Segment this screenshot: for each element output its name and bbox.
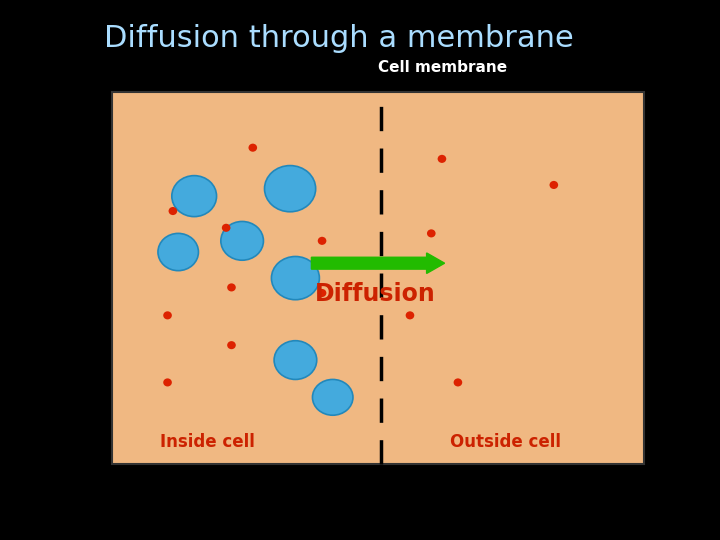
Ellipse shape [264,166,315,212]
Ellipse shape [163,311,172,320]
Text: Diffusion through a membrane: Diffusion through a membrane [104,24,574,53]
Bar [112,92,644,464]
Ellipse shape [228,284,236,292]
Ellipse shape [438,155,446,163]
Ellipse shape [318,237,326,245]
Ellipse shape [427,230,436,238]
Ellipse shape [221,221,264,260]
Ellipse shape [271,256,320,300]
Text: Cell membrane: Cell membrane [378,60,508,75]
Text: Diffusion: Diffusion [315,282,436,306]
Ellipse shape [454,379,462,387]
Ellipse shape [274,341,317,380]
Ellipse shape [318,289,326,297]
Ellipse shape [168,207,177,215]
Text: Inside cell: Inside cell [160,433,255,451]
Ellipse shape [222,224,230,232]
Ellipse shape [228,341,236,349]
Ellipse shape [549,181,558,189]
Text: Outside cell: Outside cell [451,433,562,451]
Ellipse shape [405,311,414,320]
Ellipse shape [248,144,257,152]
Ellipse shape [163,379,172,387]
FancyArrow shape [311,253,445,273]
Ellipse shape [312,380,353,415]
Ellipse shape [158,233,199,271]
Ellipse shape [172,176,217,217]
